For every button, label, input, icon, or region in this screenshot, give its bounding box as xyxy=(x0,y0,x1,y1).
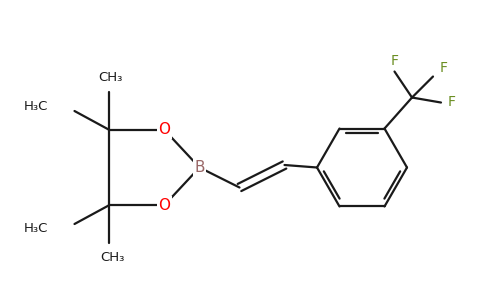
Text: CH₃: CH₃ xyxy=(98,71,122,84)
Text: F: F xyxy=(391,53,398,68)
Text: CH₃: CH₃ xyxy=(100,251,124,264)
Text: H₃C: H₃C xyxy=(24,221,48,235)
Text: O: O xyxy=(158,197,170,212)
Text: F: F xyxy=(440,61,448,74)
Text: O: O xyxy=(158,122,170,137)
Text: H₃C: H₃C xyxy=(24,100,48,113)
Text: F: F xyxy=(448,94,456,109)
Text: B: B xyxy=(194,160,205,175)
